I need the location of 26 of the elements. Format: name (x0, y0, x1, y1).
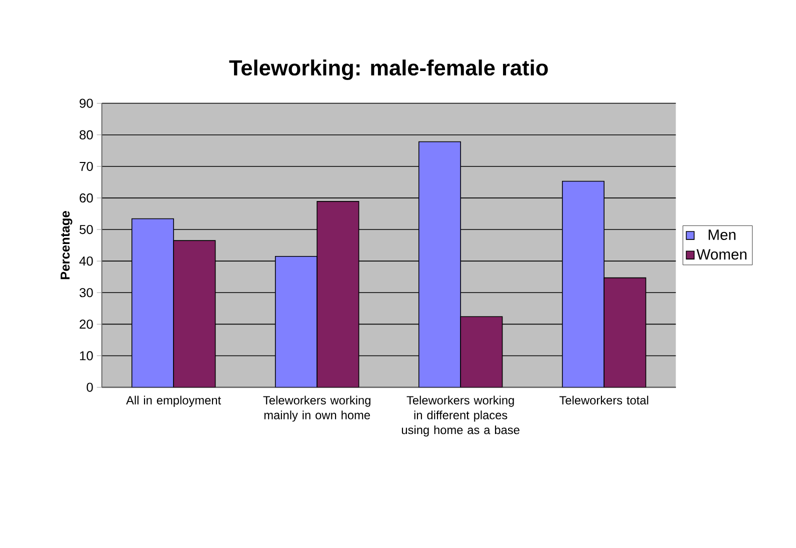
legend-label: Men (708, 230, 736, 240)
x-tick-label: Teleworkers working mainly in own home (263, 396, 370, 422)
bar (604, 277, 646, 388)
y-tick-label: 90 (80, 98, 93, 108)
y-tick-label: 40 (79, 256, 93, 266)
y-axis-title: Percentage (60, 210, 72, 280)
x-tick-label: Teleworkers working in different places using home as a base (402, 396, 520, 436)
bar (316, 200, 360, 388)
y-tick-label: 0 (86, 382, 93, 392)
bar (562, 180, 604, 388)
bar (418, 141, 461, 388)
chart-title: Teleworking: male-female ratio (229, 59, 548, 80)
y-tick-label: 10 (80, 351, 93, 360)
bar (460, 316, 503, 388)
y-tick-label: 50 (80, 224, 93, 234)
y-tick-label: 70 (80, 162, 93, 171)
y-tick-label: 60 (80, 193, 93, 202)
legend-label: Women (696, 249, 746, 260)
x-tick-label: Teleworkers total (559, 396, 648, 404)
bar (131, 218, 174, 388)
bar (173, 240, 216, 388)
y-tick-label: 30 (80, 288, 93, 298)
bar (274, 256, 318, 388)
y-tick-label: 80 (80, 130, 93, 140)
y-tick-label: 20 (80, 320, 93, 329)
x-tick-label: All in employment (126, 396, 221, 407)
